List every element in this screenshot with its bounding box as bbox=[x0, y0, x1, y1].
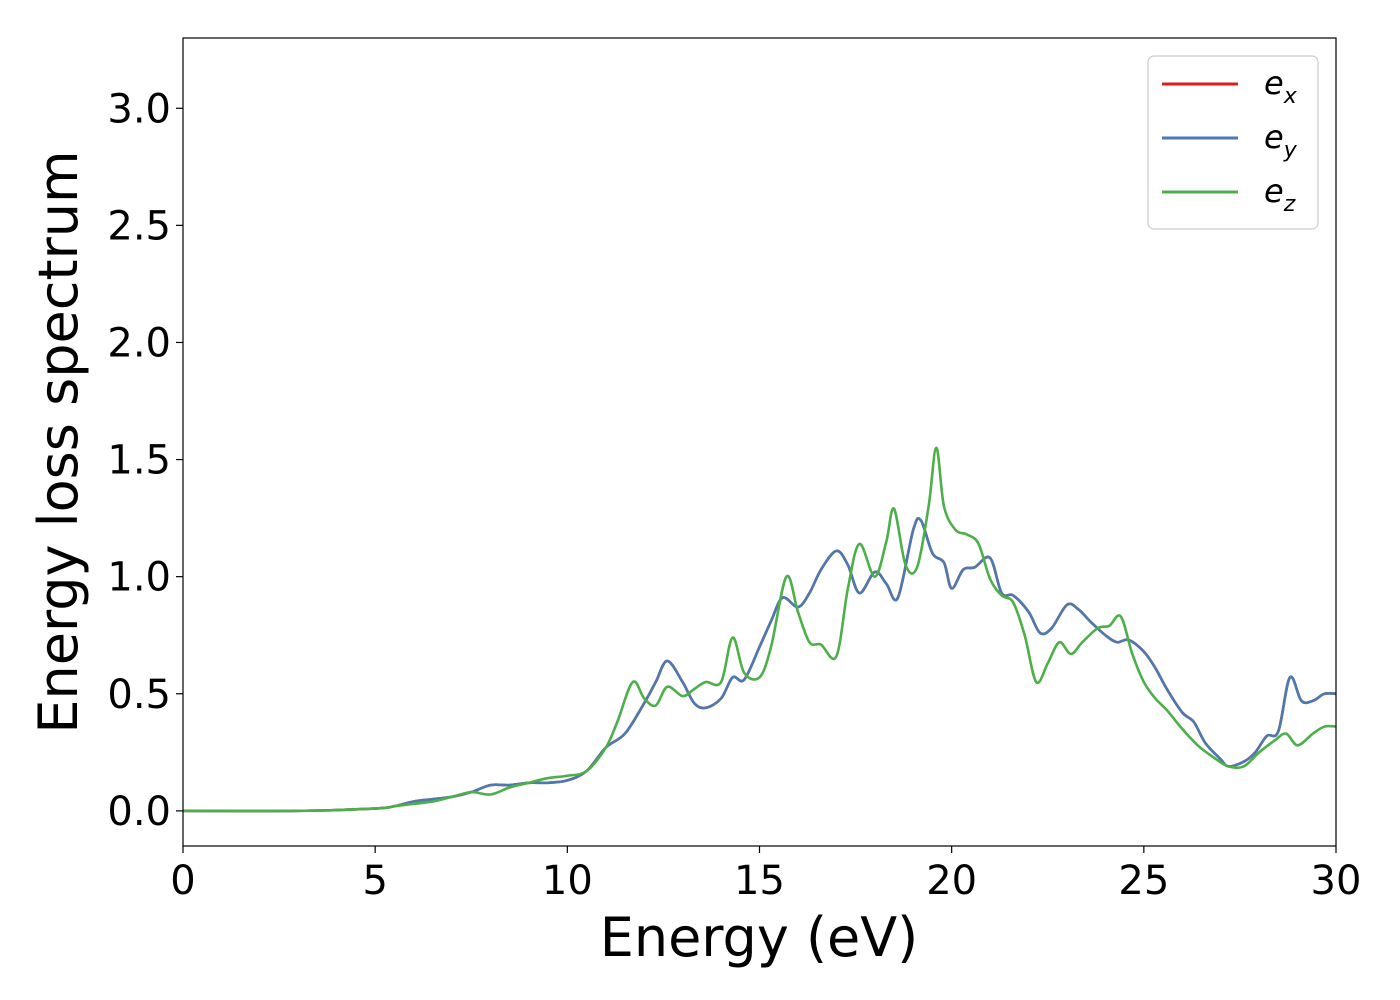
x-axis-ticks: 0 5 10 15 20 25 30 bbox=[170, 846, 1361, 904]
x-tick-label: 25 bbox=[1118, 858, 1169, 904]
legend-label-e-z: ez bbox=[1264, 172, 1296, 217]
y-tick-label: 0.5 bbox=[107, 672, 171, 718]
legend-box bbox=[1147, 55, 1319, 230]
y-tick-label: 1.0 bbox=[107, 555, 171, 601]
y-axis-ticks: 0.0 0.5 1.0 1.5 2.0 2.5 3.0 bbox=[107, 86, 183, 835]
x-tick-label: 10 bbox=[542, 858, 593, 904]
y-tick-label: 0.0 bbox=[107, 789, 171, 835]
x-tick-label: 15 bbox=[734, 858, 785, 904]
legend: ex ey ez bbox=[1147, 55, 1319, 230]
series-line-e-z bbox=[182, 446, 1337, 813]
legend-label-e-x: ex bbox=[1264, 64, 1298, 109]
legend-entries: ex ey ez bbox=[1162, 64, 1298, 217]
y-tick-label: 2.5 bbox=[107, 203, 171, 249]
x-tick-label: 5 bbox=[362, 858, 387, 904]
x-axis-label: Energy (eV) bbox=[600, 906, 919, 969]
x-tick-label: 30 bbox=[1311, 858, 1362, 904]
y-axis-label: Energy loss spectrum bbox=[27, 150, 90, 733]
x-tick-label: 0 bbox=[170, 858, 195, 904]
legend-label-e-y: ey bbox=[1264, 118, 1298, 163]
y-tick-label: 3.0 bbox=[107, 86, 171, 132]
x-tick-label: 20 bbox=[926, 858, 977, 904]
series-layer bbox=[182, 446, 1337, 813]
y-tick-label: 2.0 bbox=[107, 320, 171, 366]
series-line-e-y bbox=[182, 517, 1337, 813]
y-tick-label: 1.5 bbox=[107, 438, 171, 484]
